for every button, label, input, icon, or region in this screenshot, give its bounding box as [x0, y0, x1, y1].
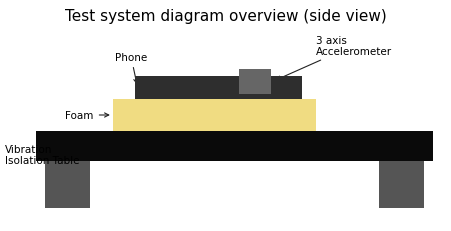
Text: Test system diagram overview (side view): Test system diagram overview (side view)	[64, 9, 387, 24]
Bar	[113, 99, 316, 132]
Text: Phone: Phone	[115, 53, 147, 84]
Bar	[36, 132, 433, 162]
Bar	[379, 159, 424, 208]
Text: Foam: Foam	[65, 110, 109, 121]
Bar	[45, 159, 90, 208]
Bar	[239, 69, 271, 95]
Bar	[135, 76, 302, 99]
Text: Vibration
Isolation Table: Vibration Isolation Table	[5, 144, 79, 166]
Text: 3 axis
Accelerometer: 3 axis Accelerometer	[276, 35, 392, 81]
